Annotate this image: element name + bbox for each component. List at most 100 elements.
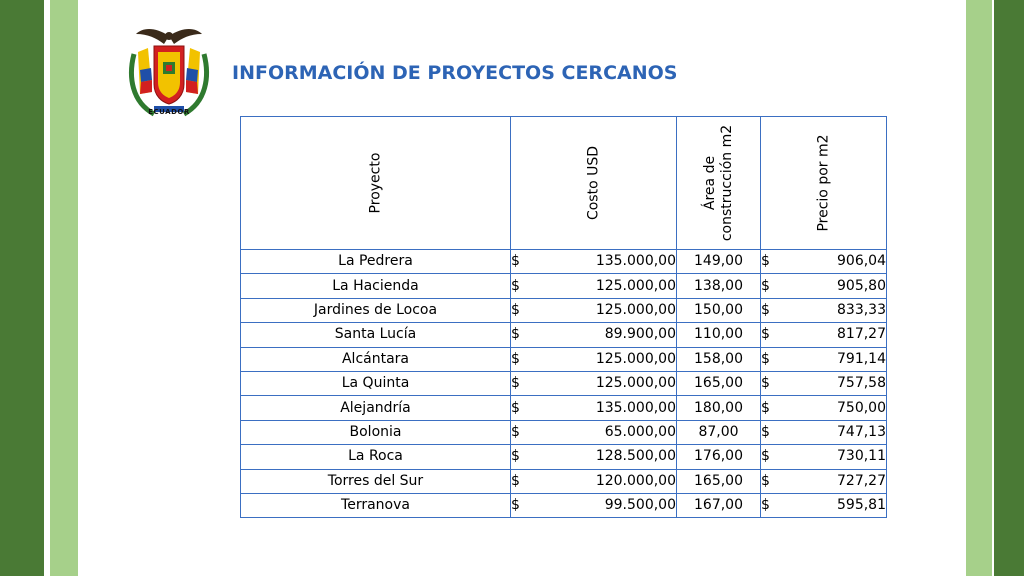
cell-precio: $750,00 — [760, 395, 887, 421]
currency-symbol: $ — [511, 277, 520, 294]
cell-costo: $135.000,00 — [510, 248, 677, 275]
right-dark-stripe — [994, 0, 1024, 576]
cell-proyecto: Alejandría — [240, 395, 511, 421]
cell-precio-value: 833,33 — [837, 301, 886, 318]
currency-symbol: $ — [511, 375, 520, 392]
cell-area: 167,00 — [676, 492, 761, 519]
cell-costo-value: 120.000,00 — [595, 472, 676, 489]
cell-area: 87,00 — [676, 419, 761, 446]
cell-proyecto: Torres del Sur — [240, 468, 511, 494]
cell-costo-value: 125.000,00 — [595, 277, 676, 294]
table-row: Santa Lucía $89.900,00 110,00 $817,27 — [240, 322, 887, 348]
cell-costo: $125.000,00 — [510, 273, 677, 299]
cell-precio: $817,27 — [760, 322, 887, 348]
cell-costo: $125.000,00 — [510, 346, 677, 372]
table-row: La Quinta $125.000,00 165,00 $757,58 — [240, 370, 887, 397]
cell-costo-value: 89.900,00 — [604, 326, 676, 343]
table-row: La Hacienda $125.000,00 138,00 $905,80 — [240, 273, 887, 299]
cell-costo-value: 135.000,00 — [595, 399, 676, 416]
cell-precio: $727,27 — [760, 468, 887, 494]
cell-precio-value: 906,04 — [837, 253, 886, 270]
cell-area: 165,00 — [676, 370, 761, 397]
currency-symbol: $ — [511, 326, 520, 343]
table-row: Alejandría $135.000,00 180,00 $750,00 — [240, 395, 887, 421]
left-dark-stripe — [0, 0, 44, 576]
cell-precio-value: 905,80 — [837, 277, 886, 294]
cell-costo: $89.900,00 — [510, 322, 677, 348]
cell-precio-value: 750,00 — [837, 399, 886, 416]
table-row: Jardines de Locoa $125.000,00 150,00 $833,3… — [240, 297, 887, 324]
cell-area: 110,00 — [676, 322, 761, 348]
cell-costo-value: 125.000,00 — [595, 350, 676, 367]
currency-symbol: $ — [511, 448, 520, 465]
currency-symbol: $ — [511, 472, 520, 489]
cell-proyecto: La Quinta — [240, 370, 511, 397]
currency-symbol: $ — [761, 326, 770, 343]
left-light-stripe — [50, 0, 78, 576]
cell-proyecto: Santa Lucía — [240, 322, 511, 348]
cell-costo-value: 128.500,00 — [595, 448, 676, 465]
table-header-row: Proyecto Costo USD Área de construcción m… — [240, 116, 887, 250]
cell-area: 176,00 — [676, 444, 761, 470]
header-area: Área de construcción m2 — [676, 116, 761, 250]
cell-costo: $99.500,00 — [510, 492, 677, 519]
table-row: Terranova $99.500,00 167,00 $595,81 — [240, 492, 887, 519]
cell-precio-value: 817,27 — [837, 326, 886, 343]
cell-precio-value: 595,81 — [837, 497, 886, 514]
cell-proyecto: La Hacienda — [240, 273, 511, 299]
cell-proyecto: Terranova — [240, 492, 511, 519]
cell-costo: $135.000,00 — [510, 395, 677, 421]
cell-precio-value: 757,58 — [837, 375, 886, 392]
cell-proyecto: Alcántara — [240, 346, 511, 372]
currency-symbol: $ — [761, 472, 770, 489]
table-row: Torres del Sur $120.000,00 165,00 $727,27 — [240, 468, 887, 494]
cell-costo: $125.000,00 — [510, 297, 677, 324]
cell-precio: $757,58 — [760, 370, 887, 397]
cell-costo: $120.000,00 — [510, 468, 677, 494]
cell-precio-value: 730,11 — [837, 448, 886, 465]
currency-symbol: $ — [761, 448, 770, 465]
cell-costo-value: 135.000,00 — [595, 253, 676, 270]
cell-costo-value: 125.000,00 — [595, 301, 676, 318]
currency-symbol: $ — [761, 253, 770, 270]
cell-precio-value: 747,13 — [837, 423, 886, 440]
cell-proyecto: Jardines de Locoa — [240, 297, 511, 324]
cell-precio: $747,13 — [760, 419, 887, 446]
header-proyecto: Proyecto — [240, 116, 511, 250]
cell-costo: $65.000,00 — [510, 419, 677, 446]
projects-table: Proyecto Costo USD Área de construcción m… — [240, 116, 887, 519]
currency-symbol: $ — [511, 253, 520, 270]
currency-symbol: $ — [761, 277, 770, 294]
cell-area: 138,00 — [676, 273, 761, 299]
ecuador-emblem-icon — [129, 29, 209, 117]
cell-costo: $128.500,00 — [510, 444, 677, 470]
cell-proyecto: Bolonia — [240, 419, 511, 446]
currency-symbol: $ — [511, 350, 520, 367]
cell-area: 149,00 — [676, 248, 761, 275]
header-costo: Costo USD — [510, 116, 677, 250]
cell-proyecto: La Pedrera — [240, 248, 511, 275]
header-precio: Precio por m2 — [760, 116, 887, 250]
cell-proyecto: La Roca — [240, 444, 511, 470]
currency-symbol: $ — [511, 399, 520, 416]
currency-symbol: $ — [511, 301, 520, 318]
currency-symbol: $ — [761, 423, 770, 440]
cell-precio-value: 727,27 — [837, 472, 886, 489]
table-row: Bolonia $65.000,00 87,00 $747,13 — [240, 419, 887, 446]
table-row: La Roca $128.500,00 176,00 $730,11 — [240, 444, 887, 470]
cell-precio: $833,33 — [760, 297, 887, 324]
cell-precio: $595,81 — [760, 492, 887, 519]
cell-area: 180,00 — [676, 395, 761, 421]
page-title: INFORMACIÓN DE PROYECTOS CERCANOS — [232, 62, 678, 84]
currency-symbol: $ — [511, 497, 520, 514]
cell-costo-value: 65.000,00 — [604, 423, 676, 440]
cell-precio-value: 791,14 — [837, 350, 886, 367]
cell-precio: $906,04 — [760, 248, 887, 275]
currency-symbol: $ — [761, 350, 770, 367]
cell-precio: $791,14 — [760, 346, 887, 372]
table-row: Alcántara $125.000,00 158,00 $791,14 — [240, 346, 887, 372]
currency-symbol: $ — [761, 375, 770, 392]
cell-costo-value: 125.000,00 — [595, 375, 676, 392]
right-light-stripe — [966, 0, 992, 576]
table-row: La Pedrera $135.000,00 149,00 $906,04 — [240, 248, 887, 275]
